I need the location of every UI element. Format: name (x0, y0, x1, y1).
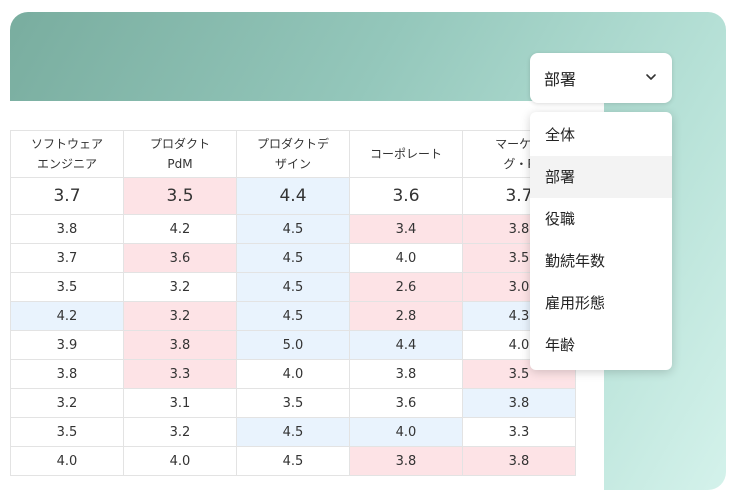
table-cell: 3.9 (10, 330, 124, 360)
table-cell: 4.5 (236, 214, 350, 244)
table-cell: 3.8 (462, 388, 576, 418)
column-header: ソフトウェア エンジニア (10, 130, 124, 178)
table-cell: 4.2 (10, 301, 124, 331)
department-select[interactable]: 部署 (530, 53, 672, 103)
table-cell: 3.6 (349, 388, 463, 418)
table-cell: 4.0 (123, 446, 237, 476)
column-header-line: プロダクト (149, 137, 210, 151)
table-cell: 3.8 (10, 359, 124, 389)
menu-item-department[interactable]: 部署 (530, 156, 672, 198)
dropdown-menu: 全体 部署 役職 勤続年数 雇用形態 年齢 (530, 112, 672, 370)
table-cell: 3.7 (10, 177, 124, 215)
column-header: プロダクト PdM (123, 130, 237, 178)
average-row: 3.7 3.5 4.4 3.6 3.7 (10, 177, 576, 215)
table-cell: 3.6 (123, 243, 237, 273)
menu-item-all[interactable]: 全体 (545, 126, 576, 144)
table-cell: 4.0 (236, 359, 350, 389)
column-header-line: PdM (167, 157, 193, 171)
table-cell: 4.5 (236, 301, 350, 331)
table-cell: 3.3 (123, 359, 237, 389)
table-cell: 3.8 (349, 359, 463, 389)
table-cell: 3.3 (462, 417, 576, 447)
table-cell: 4.2 (123, 214, 237, 244)
table-cell: 4.0 (349, 243, 463, 273)
table-cell: 3.7 (10, 243, 124, 273)
menu-item-age[interactable]: 年齢 (545, 336, 576, 354)
table-cell: 4.5 (236, 243, 350, 273)
table-header-row: ソフトウェア エンジニア プロダクト PdM プロダクトデ ザイン コーポレート… (10, 130, 576, 178)
column-header: プロダクトデ ザイン (236, 130, 350, 178)
table-cell: 3.2 (123, 301, 237, 331)
table-cell: 3.2 (10, 388, 124, 418)
table-cell: 4.0 (349, 417, 463, 447)
table-row: 4.2 3.2 4.5 2.8 4.3 (10, 301, 576, 331)
table-cell: 3.5 (10, 417, 124, 447)
column-header-line: ザイン (274, 157, 311, 171)
table-cell: 4.4 (349, 330, 463, 360)
column-header: コーポレート (349, 130, 463, 178)
table-cell: 3.2 (123, 272, 237, 302)
table-row: 3.8 3.3 4.0 3.8 3.5 (10, 359, 576, 389)
table-cell: 3.8 (123, 330, 237, 360)
table-cell: 3.5 (123, 177, 237, 215)
table-cell: 3.5 (236, 388, 350, 418)
table-cell: 3.4 (349, 214, 463, 244)
chevron-down-icon (644, 69, 658, 88)
table-cell: 2.6 (349, 272, 463, 302)
table-row: 3.5 3.2 4.5 2.6 3.0 (10, 272, 576, 302)
table-cell: 4.5 (236, 272, 350, 302)
table-cell: 2.8 (349, 301, 463, 331)
table-cell: 3.8 (462, 446, 576, 476)
table-cell: 5.0 (236, 330, 350, 360)
menu-item-employment-type[interactable]: 雇用形態 (545, 294, 606, 312)
table-cell: 4.4 (236, 177, 350, 215)
table-cell: 4.0 (10, 446, 124, 476)
column-header-line: プロダクトデ (256, 137, 329, 151)
menu-item-position[interactable]: 役職 (545, 210, 576, 228)
table-cell: 3.1 (123, 388, 237, 418)
column-header-line: コーポレート (369, 147, 442, 161)
table-cell: 4.5 (236, 417, 350, 447)
table-cell: 3.8 (10, 214, 124, 244)
table-row: 4.0 4.0 4.5 3.8 3.8 (10, 446, 576, 476)
table-row: 3.2 3.1 3.5 3.6 3.8 (10, 388, 576, 418)
table-row: 3.7 3.6 4.5 4.0 3.5 (10, 243, 576, 273)
table-cell: 3.8 (349, 446, 463, 476)
column-header-line: グ・P (503, 157, 535, 171)
column-header-line: ソフトウェア (30, 137, 103, 151)
table-row: 3.9 3.8 5.0 4.4 4.0 (10, 330, 576, 360)
column-header-line: エンジニア (36, 157, 97, 171)
table-row: 3.8 4.2 4.5 3.4 3.8 (10, 214, 576, 244)
table-cell: 3.6 (349, 177, 463, 215)
score-table: ソフトウェア エンジニア プロダクト PdM プロダクトデ ザイン コーポレート… (10, 130, 576, 476)
select-value: 部署 (544, 70, 577, 89)
table-cell: 4.5 (236, 446, 350, 476)
menu-item-tenure[interactable]: 勤続年数 (545, 252, 606, 270)
table-row: 3.5 3.2 4.5 4.0 3.3 (10, 417, 576, 447)
table-cell: 3.2 (123, 417, 237, 447)
table-cell: 3.5 (10, 272, 124, 302)
